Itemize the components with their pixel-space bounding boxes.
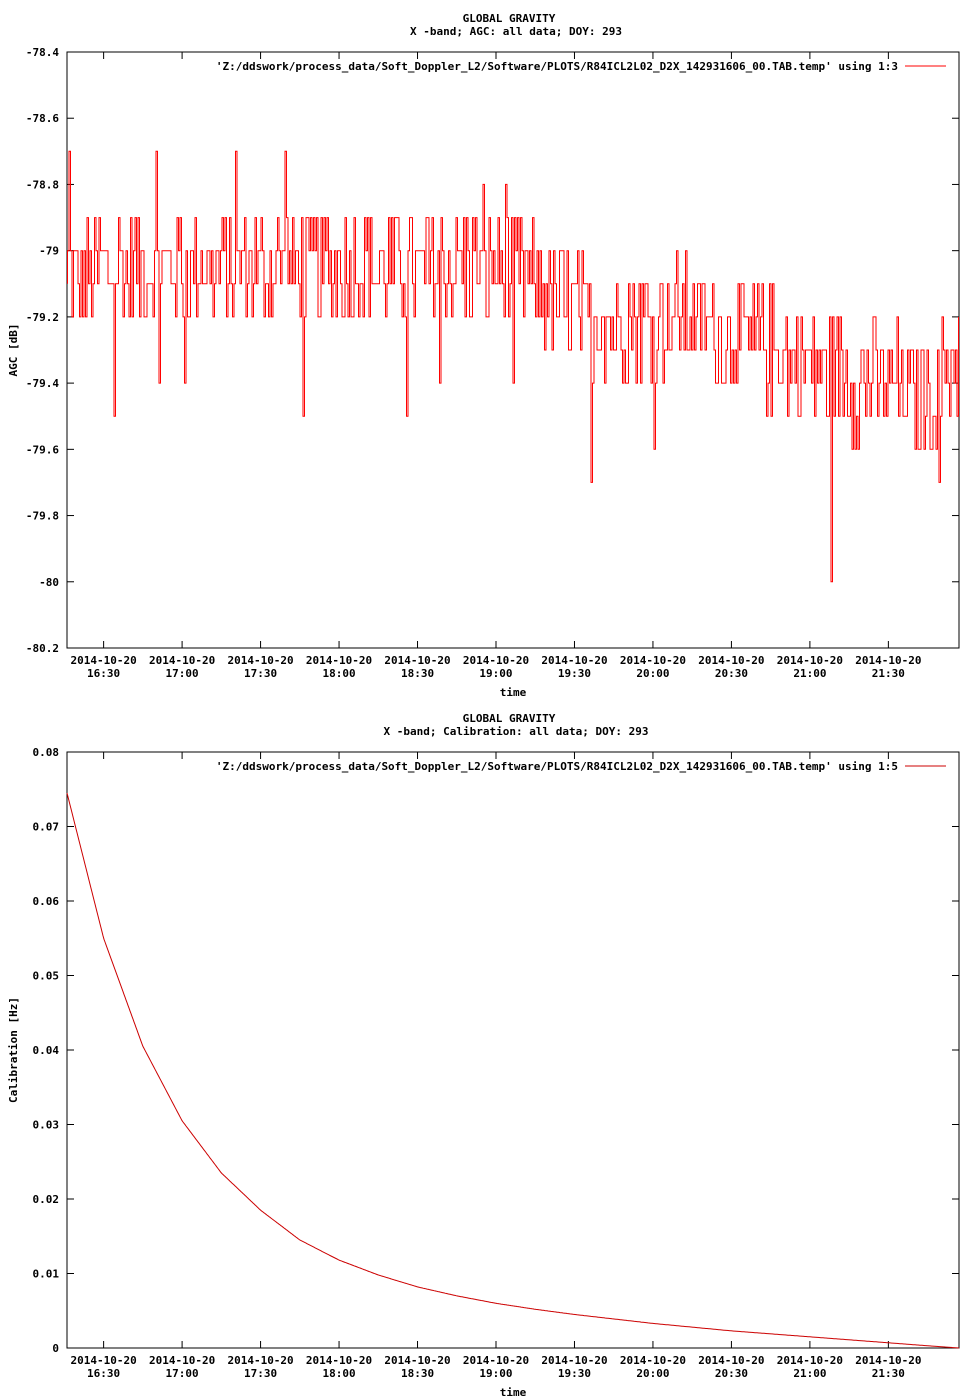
x-tick-date-label: 2014-10-20	[306, 1354, 372, 1367]
y-tick-label: 0	[52, 1342, 59, 1355]
y-tick-label: 0.01	[33, 1268, 60, 1281]
agc-y-ticks: -78.4 -78.6 -78.8 -79 -79.2 -79.4 -79.6 -79.8 -8…	[26, 46, 959, 655]
y-tick-label: 0.05	[33, 970, 60, 983]
agc-chart-subtitle: X -band; AGC: all data; DOY: 293	[410, 25, 622, 38]
y-tick-label: 0.04	[33, 1044, 60, 1057]
y-tick-label: -78.6	[26, 112, 59, 125]
calibration-y-axis-label: Calibration [Hz]	[7, 997, 20, 1103]
x-tick-date-label: 2014-10-20	[384, 654, 450, 667]
y-tick-label: 0.07	[33, 821, 60, 834]
y-tick-label: 0.03	[33, 1119, 60, 1132]
x-tick-date-label: 2014-10-20	[541, 654, 607, 667]
y-tick-label: 0.08	[33, 746, 60, 759]
x-tick-date-label: 2014-10-20	[855, 1354, 921, 1367]
x-tick-date-label: 2014-10-20	[227, 1354, 293, 1367]
x-tick-date-label: 2014-10-20	[149, 654, 215, 667]
x-tick-time-label: 18:30	[401, 1367, 434, 1380]
x-tick-time-label: 18:00	[322, 667, 355, 680]
y-tick-label: -79.4	[26, 377, 59, 390]
x-tick-date-label: 2014-10-20	[855, 654, 921, 667]
x-tick-date-label: 2014-10-20	[620, 1354, 686, 1367]
calibration-legend-label: 'Z:/ddswork/process_data/Soft_Doppler_L2…	[216, 760, 898, 773]
y-tick-label: -78.4	[26, 46, 59, 59]
x-tick-date-label: 2014-10-20	[149, 1354, 215, 1367]
calibration-series	[66, 792, 960, 1349]
x-tick-time-label: 18:30	[401, 667, 434, 680]
x-tick-time-label: 17:00	[166, 1367, 199, 1380]
agc-chart: GLOBAL GRAVITY X -band; AGC: all data; D…	[7, 12, 960, 699]
x-tick-time-label: 20:30	[715, 1367, 748, 1380]
x-tick-date-label: 2014-10-20	[71, 1354, 137, 1367]
y-tick-label: -78.8	[26, 178, 59, 191]
calibration-x-axis-label: time	[500, 1386, 527, 1399]
x-tick-date-label: 2014-10-20	[71, 654, 137, 667]
x-tick-time-label: 18:00	[322, 1367, 355, 1380]
x-tick-date-label: 2014-10-20	[541, 1354, 607, 1367]
y-tick-label: -79.2	[26, 311, 59, 324]
x-tick-time-label: 16:30	[87, 667, 120, 680]
calibration-plot-frame	[66, 751, 960, 1349]
x-tick-time-label: 17:30	[244, 667, 277, 680]
x-tick-time-label: 16:30	[87, 1367, 120, 1380]
calibration-chart-subtitle: X -band; Calibration: all data; DOY: 293	[384, 725, 649, 738]
calibration-chart: GLOBAL GRAVITY X -band; Calibration: all…	[7, 712, 960, 1399]
x-tick-time-label: 20:30	[715, 667, 748, 680]
x-tick-time-label: 19:00	[479, 1367, 512, 1380]
x-tick-time-label: 17:00	[166, 667, 199, 680]
calibration-y-ticks: 0.08 0.07 0.06 0.05 0.04 0.03 0.02 0.01 0	[33, 746, 959, 1355]
x-tick-date-label: 2014-10-20	[384, 1354, 450, 1367]
x-tick-date-label: 2014-10-20	[698, 654, 764, 667]
x-tick-date-label: 2014-10-20	[227, 654, 293, 667]
y-tick-label: -79.6	[26, 443, 59, 456]
calibration-series-line	[66, 792, 960, 1349]
agc-x-axis-label: time	[500, 686, 527, 699]
y-tick-label: -79	[39, 245, 59, 258]
x-tick-time-label: 19:30	[558, 1367, 591, 1380]
x-tick-time-label: 20:00	[636, 667, 669, 680]
x-tick-date-label: 2014-10-20	[620, 654, 686, 667]
x-tick-date-label: 2014-10-20	[463, 654, 529, 667]
x-tick-date-label: 2014-10-20	[306, 654, 372, 667]
agc-chart-title: GLOBAL GRAVITY	[463, 12, 556, 25]
x-tick-time-label: 21:00	[793, 667, 826, 680]
x-tick-date-label: 2014-10-20	[777, 654, 843, 667]
x-tick-time-label: 17:30	[244, 1367, 277, 1380]
x-tick-time-label: 21:30	[872, 667, 905, 680]
x-tick-time-label: 21:30	[872, 1367, 905, 1380]
y-tick-label: 0.06	[33, 895, 60, 908]
calibration-x-ticks: 2014-10-2016:302014-10-2017:002014-10-20…	[71, 752, 921, 1380]
agc-legend-label: 'Z:/ddswork/process_data/Soft_Doppler_L2…	[216, 60, 898, 73]
agc-x-ticks: 2014-10-2016:302014-10-2017:002014-10-20…	[71, 52, 921, 680]
x-tick-time-label: 19:30	[558, 667, 591, 680]
agc-y-axis-label: AGC [dB]	[7, 324, 20, 377]
x-tick-date-label: 2014-10-20	[777, 1354, 843, 1367]
x-tick-time-label: 19:00	[479, 667, 512, 680]
calibration-chart-title: GLOBAL GRAVITY	[463, 712, 556, 725]
x-tick-date-label: 2014-10-20	[463, 1354, 529, 1367]
x-tick-time-label: 20:00	[636, 1367, 669, 1380]
x-tick-date-label: 2014-10-20	[698, 1354, 764, 1367]
y-tick-label: -80.2	[26, 642, 59, 655]
y-tick-label: -80	[39, 576, 59, 589]
x-tick-time-label: 21:00	[793, 1367, 826, 1380]
y-tick-label: 0.02	[33, 1193, 60, 1206]
y-tick-label: -79.8	[26, 510, 59, 523]
agc-series	[67, 150, 959, 583]
agc-series-line	[67, 150, 959, 583]
